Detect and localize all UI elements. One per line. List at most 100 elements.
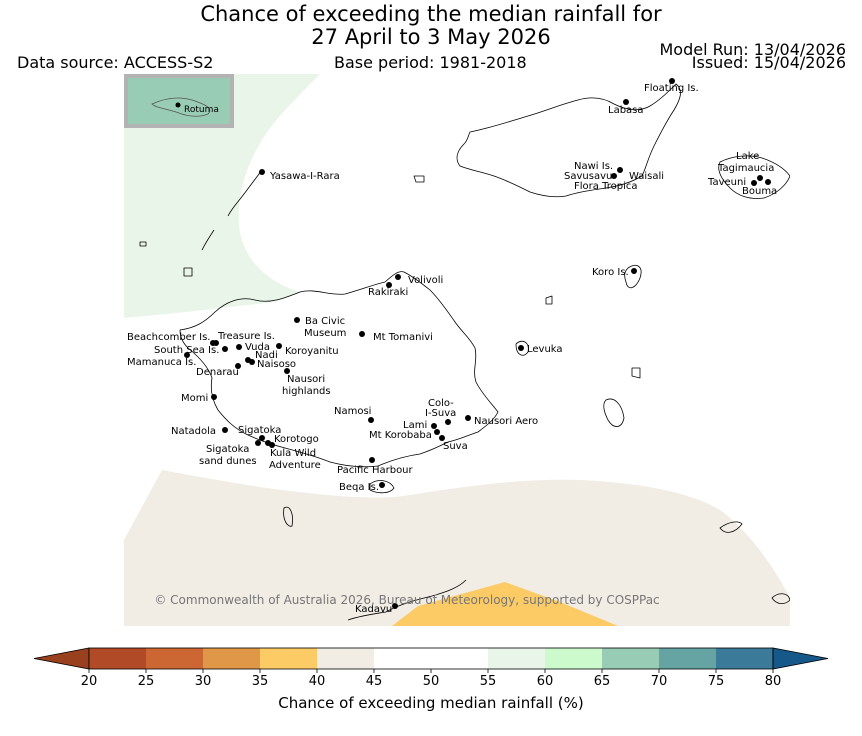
small-islet-1 — [413, 175, 425, 183]
colorbar-segment — [659, 648, 717, 669]
place-label: Taveuni — [707, 177, 746, 188]
place-label: Nadi — [255, 350, 278, 361]
place-label: Floating Is. — [644, 83, 699, 94]
place-label: Naisoso — [257, 359, 296, 370]
model-run: Model Run: 13/04/2026 — [659, 40, 847, 59]
place-label: Vuda — [245, 342, 270, 353]
place-markers — [184, 78, 771, 609]
gau-coast — [603, 398, 625, 427]
vanua-levu-coast — [456, 83, 681, 198]
place-marker — [368, 417, 374, 423]
place-marker — [249, 359, 255, 365]
place-marker — [236, 344, 242, 350]
place-marker — [751, 180, 757, 186]
small-islet-4 — [631, 367, 641, 379]
place-label: Koro Is. — [592, 267, 629, 278]
place-marker — [465, 415, 471, 421]
place-label: Korotogo — [274, 434, 319, 445]
place-marker — [222, 346, 228, 352]
shade-35-40-region — [392, 582, 618, 626]
place-label: Volivoli — [408, 275, 443, 286]
place-marker — [434, 429, 440, 435]
colorbar-tick-label: 50 — [423, 674, 440, 689]
colorbar-tick-label: 45 — [366, 674, 383, 689]
colorbar-segment — [488, 648, 546, 669]
colorbar-tick-label: 40 — [309, 674, 326, 689]
small-islet-5 — [139, 241, 147, 247]
colorbar-segment — [317, 648, 375, 669]
colorbar-title: Chance of exceeding median rainfall (%) — [278, 694, 583, 712]
place-label: Sigatoka — [238, 425, 281, 436]
place-label: Museum — [304, 328, 346, 339]
place-marker — [213, 340, 219, 346]
place-marker — [386, 282, 392, 288]
colorbar-tick-label: 75 — [708, 674, 725, 689]
colorbar-segment — [374, 648, 432, 669]
place-marker — [294, 317, 300, 323]
place-label: Colo- — [428, 398, 454, 409]
colorbar: 20 25 30 35 40 45 50 55 60 65 70 75 80 — [33, 647, 829, 689]
place-label: Nawi Is. — [574, 161, 613, 172]
place-label: Pacific Harbour — [337, 465, 414, 476]
place-marker — [184, 352, 190, 358]
place-marker — [395, 274, 401, 280]
rotuma-label: Rotuma — [184, 105, 219, 115]
issued-date: Issued: 15/04/2026 — [691, 53, 846, 72]
colorbar-tick-label: 80 — [765, 674, 782, 689]
place-marker — [631, 268, 637, 274]
place-marker — [255, 440, 261, 446]
kadavu-coast — [347, 579, 467, 621]
shade-40-45-region — [124, 470, 790, 626]
colorbar-tick-label: 55 — [480, 674, 497, 689]
place-label: Nausori Aero — [474, 416, 538, 427]
place-marker — [359, 331, 365, 337]
place-label: Lake — [736, 151, 759, 162]
colorbar-over-arrow — [772, 647, 829, 670]
place-marker — [259, 169, 265, 175]
place-label: Denarau — [196, 367, 239, 378]
place-marker — [757, 175, 763, 181]
colorbar-tick-label: 20 — [81, 674, 98, 689]
place-marker — [611, 173, 617, 179]
place-label: Rakiraki — [368, 287, 408, 298]
place-label: Beachcomber Is. — [127, 332, 210, 343]
colorbar-tick-label: 60 — [537, 674, 554, 689]
place-label: Mt Korobaba — [369, 430, 432, 441]
place-label: Adventure — [269, 460, 321, 471]
place-label: Flora Tropica — [574, 181, 637, 192]
viti-levu-coast — [179, 271, 499, 468]
place-marker — [439, 435, 445, 441]
place-marker — [518, 345, 524, 351]
colorbar-tick-label: 65 — [594, 674, 611, 689]
colorbar-tick-label: 70 — [651, 674, 668, 689]
southeast-island-coast — [771, 593, 790, 604]
place-label: Nausori — [287, 374, 325, 385]
place-marker — [235, 363, 241, 369]
place-label: Sigatoka — [206, 444, 249, 455]
place-marker — [284, 368, 290, 374]
place-marker — [431, 423, 437, 429]
place-label: Koroyanitu — [285, 346, 339, 357]
beqa-coast — [369, 480, 395, 494]
data-source: Data source: ACCESS-S2 — [17, 53, 214, 72]
place-label: Yasawa-I-Rara — [269, 171, 340, 182]
place-label: Waisali — [629, 171, 664, 182]
place-label: highlands — [282, 386, 331, 397]
place-label: Momi — [181, 393, 208, 404]
colorbar-segment — [602, 648, 660, 669]
place-label: Tagimaucia — [717, 163, 774, 174]
small-islet-3 — [545, 295, 553, 305]
place-marker — [445, 419, 451, 425]
place-marker — [392, 603, 398, 609]
place-label: Kula Wild — [270, 448, 316, 459]
place-marker — [669, 78, 675, 84]
place-label: Natadola — [171, 426, 216, 437]
place-label: I-Suva — [425, 408, 456, 419]
rotuma-inset: Rotuma — [124, 74, 234, 128]
map-title-line1: Chance of exceeding the median rainfall … — [200, 2, 662, 26]
coastlines — [139, 83, 790, 621]
colorbar-segment — [203, 648, 261, 669]
place-label: Mamanuca Is. — [127, 357, 196, 368]
